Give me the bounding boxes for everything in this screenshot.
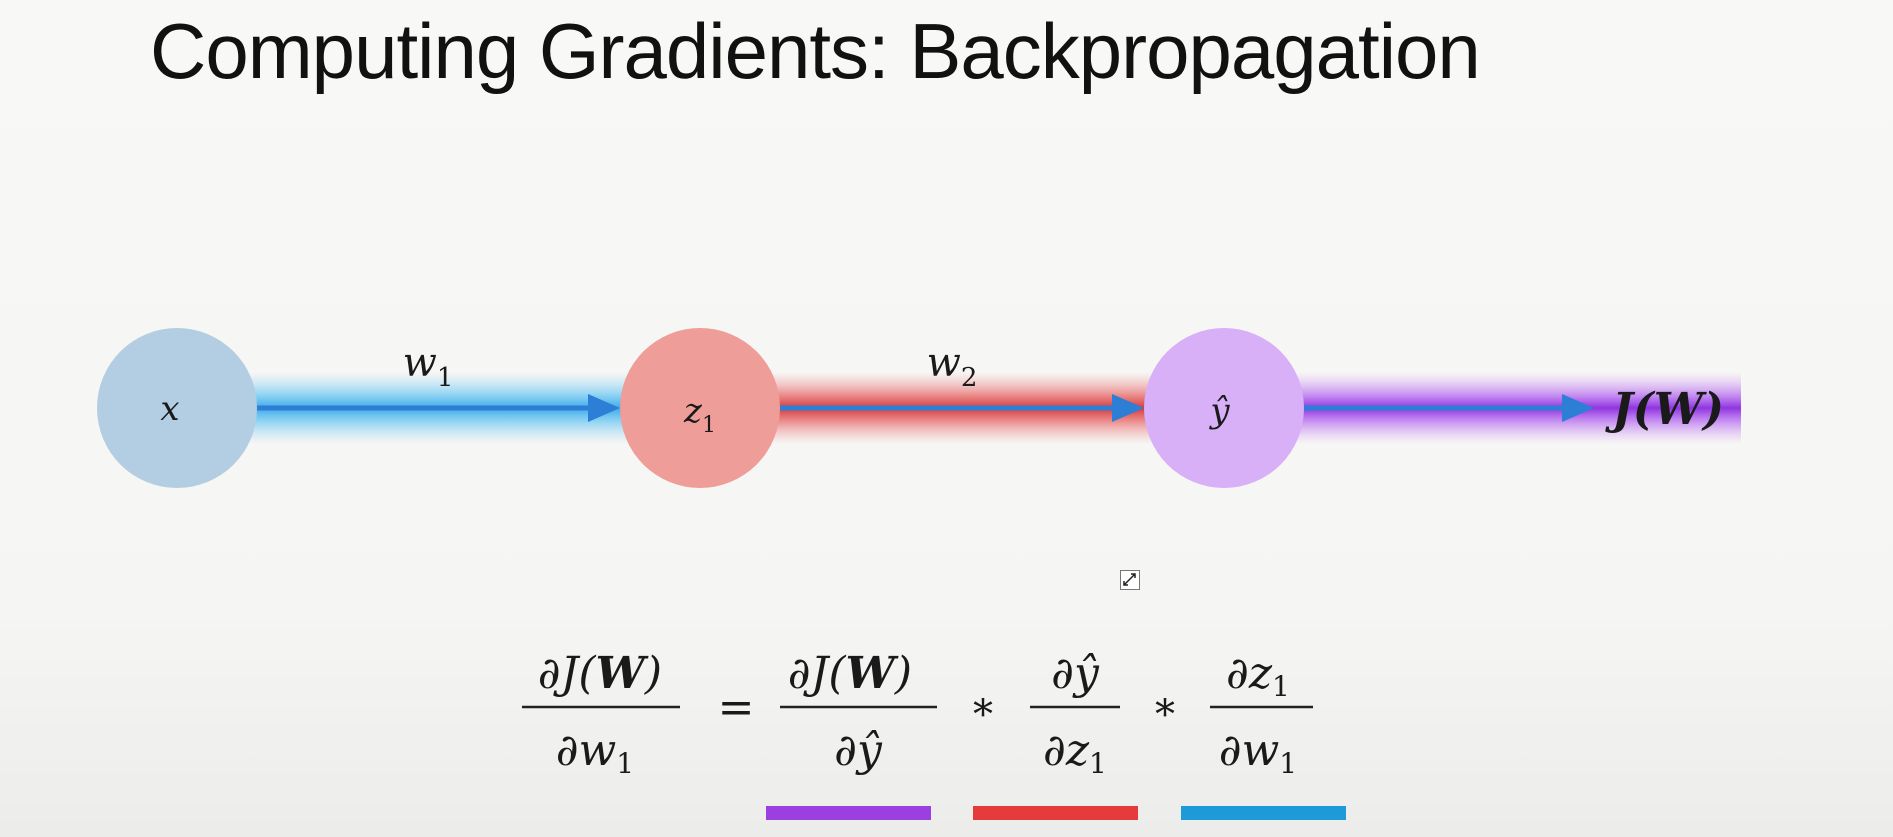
node-x [97,328,257,488]
equals-sign: = [718,682,755,733]
edge-w2-label: w2 [927,340,978,393]
node-yhat-label: ŷ [1208,391,1230,431]
underline-red [973,806,1138,820]
move-cursor-icon[interactable] [1120,570,1140,590]
node-z1 [620,328,780,488]
edge-w1-label: w1 [403,340,454,393]
arrow-head-icon [1562,394,1594,422]
svg-text:∂z1: ∂z1 [1043,725,1107,780]
multiply-sign: * [973,692,993,738]
multiply-sign: * [1155,692,1175,738]
underline-purple [766,806,931,820]
arrow-head-icon [1112,394,1144,422]
slide-title: Computing Gradients: Backpropagation [150,7,1481,95]
loss-label: J(W) [1605,384,1724,435]
node-yhat [1144,328,1304,488]
arrow-head-icon [588,394,620,422]
equation-term-1: ∂J(W) ∂ŷ [780,648,937,776]
svg-text:∂w1: ∂w1 [556,725,634,780]
svg-text:∂ŷ: ∂ŷ [834,725,883,776]
node-x-label: x [160,389,179,429]
svg-text:∂z1: ∂z1 [1226,648,1290,703]
svg-text:∂w1: ∂w1 [1219,725,1297,780]
svg-text:∂ŷ: ∂ŷ [1051,648,1100,699]
equation-term-2: ∂ŷ ∂z1 [1030,648,1120,780]
equation-term-3: ∂z1 ∂w1 [1210,648,1313,780]
equation-lhs: ∂J(W) ∂w1 [522,648,680,780]
svg-text:∂J(W): ∂J(W) [538,648,662,699]
underline-blue [1181,806,1346,820]
node-z1-label: z1 [683,391,716,438]
svg-text:∂J(W): ∂J(W) [788,648,912,699]
